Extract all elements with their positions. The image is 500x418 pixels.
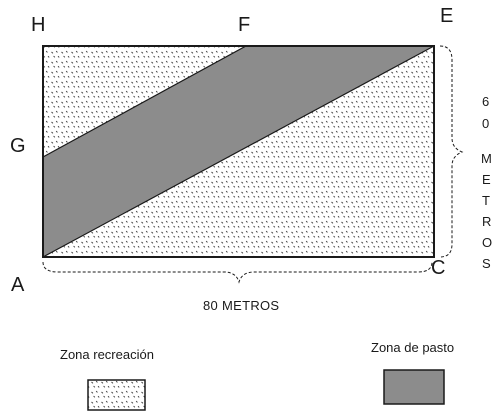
legend-pasture-label: Zona de pasto: [371, 340, 454, 355]
height-label-char: 0: [482, 116, 489, 131]
height-label-char: E: [482, 172, 491, 187]
height-label-char: O: [482, 235, 492, 250]
height-label-char: S: [482, 256, 491, 271]
height-label-char: R: [482, 214, 491, 229]
height-brace: [439, 45, 464, 258]
legend-pasture-swatch: [383, 369, 445, 405]
width-brace: [42, 261, 433, 284]
point-c-label: C: [431, 257, 445, 279]
legend-recreation-swatch: [87, 379, 146, 411]
point-h-label: H: [31, 14, 45, 36]
point-a-label: A: [11, 274, 25, 296]
height-label-char: 6: [482, 94, 489, 109]
point-e-label: E: [440, 5, 453, 27]
legend-recreation-label: Zona recreación: [60, 347, 154, 362]
point-g-label: G: [10, 135, 26, 157]
height-label-char: T: [482, 193, 490, 208]
field-outline: [42, 45, 435, 258]
height-label: 6 0 M E T R O S: [481, 94, 492, 271]
point-f-label: F: [238, 14, 250, 36]
width-label: 80 METROS: [203, 298, 279, 313]
height-label-char: M: [481, 151, 492, 166]
